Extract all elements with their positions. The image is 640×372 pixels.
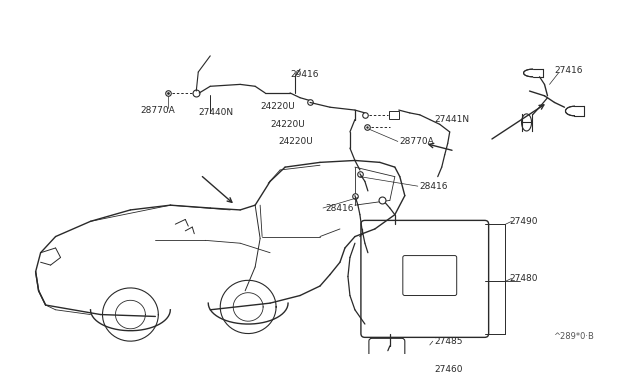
Text: 24220U: 24220U [270,120,305,129]
Text: 24220U: 24220U [260,102,295,111]
Text: ^289*0·B: ^289*0·B [554,332,595,341]
Text: 28770A: 28770A [140,106,175,115]
Text: 27490: 27490 [509,217,538,226]
Text: 27480: 27480 [509,274,538,283]
Text: 27416: 27416 [554,65,583,75]
Text: 24220U: 24220U [278,137,313,146]
Text: 28416: 28416 [420,182,448,190]
Text: 28770A: 28770A [400,137,435,146]
Text: 27441N: 27441N [435,115,470,124]
Text: 27460: 27460 [435,365,463,372]
Text: 29416: 29416 [290,70,319,79]
Text: 28416: 28416 [325,203,353,212]
Text: 27440N: 27440N [198,108,234,118]
Text: 27485: 27485 [435,337,463,346]
